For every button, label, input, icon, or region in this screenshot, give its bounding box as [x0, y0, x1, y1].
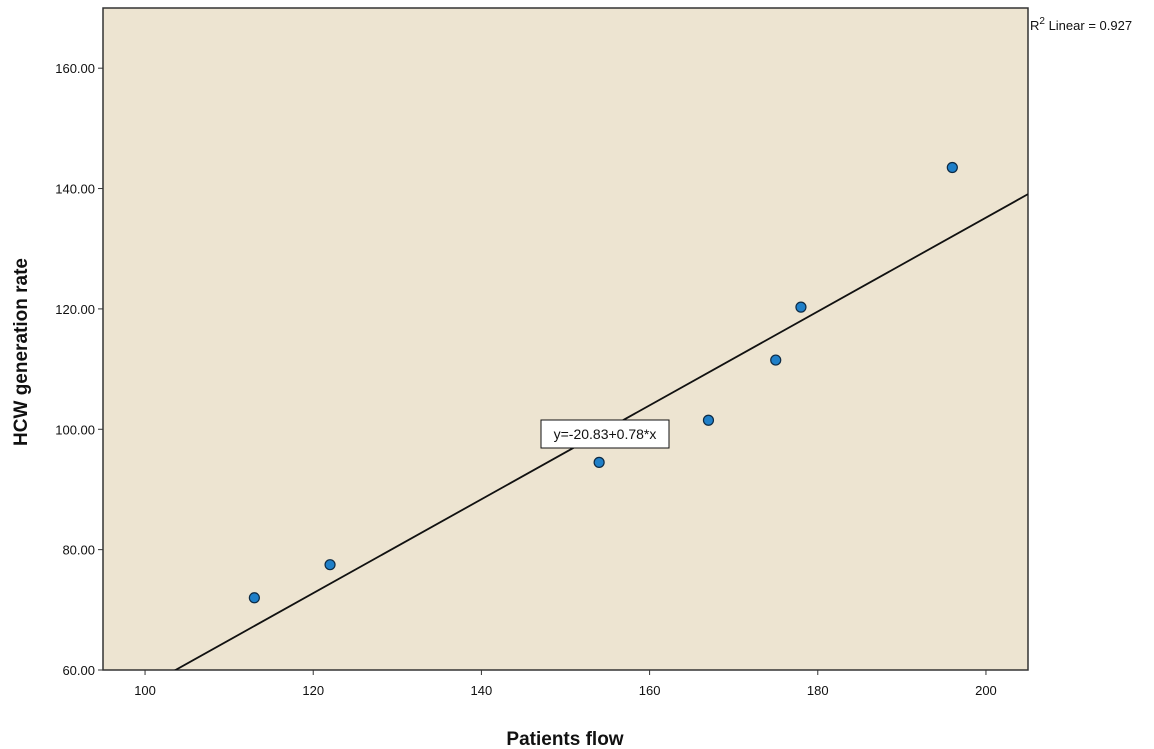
y-tick-label: 140.00 — [55, 182, 95, 197]
y-tick-label: 60.00 — [62, 663, 95, 678]
x-tick-label: 140 — [471, 683, 493, 698]
data-point — [946, 161, 958, 174]
data-point — [248, 592, 260, 604]
x-tick-label: 120 — [302, 683, 324, 698]
data-point — [795, 301, 807, 313]
data-point — [702, 414, 715, 426]
y-tick-label: 80.00 — [62, 543, 95, 558]
x-tick-label: 100 — [134, 683, 156, 698]
y-tick-label: 160.00 — [55, 61, 95, 76]
y-tick-label: 120.00 — [55, 302, 95, 317]
data-point — [770, 354, 782, 366]
plot-area — [102, 7, 1029, 671]
x-tick-label: 160 — [639, 683, 661, 698]
fit-line-group — [173, 193, 1028, 670]
y-axis-title: HCW generation rate — [11, 258, 32, 446]
equation-box: y=-20.83+0.78*x — [540, 419, 670, 449]
data-points — [248, 161, 958, 604]
fit-line — [173, 193, 1028, 670]
y-tick-label: 100.00 — [55, 422, 95, 437]
y-axis: 60.00 80.00 100.00 120.00 140.00 160.00 — [55, 61, 103, 678]
data-point — [593, 456, 605, 468]
r2-label: R2 Linear = 0.927 — [1030, 16, 1132, 33]
x-axis: 100 120 140 160 180 200 — [134, 670, 997, 698]
data-point — [324, 559, 336, 571]
x-axis-title: Patients flow — [506, 729, 623, 749]
x-tick-label: 180 — [807, 683, 829, 698]
equation-label: y=-20.83+0.78*x — [554, 426, 657, 442]
x-tick-label: 200 — [975, 683, 997, 698]
